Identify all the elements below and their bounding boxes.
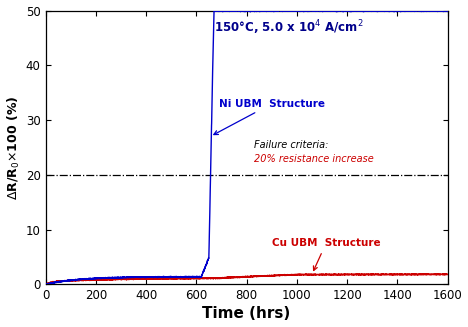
Y-axis label: $\Delta$R/R$_0$$\times$100 (%): $\Delta$R/R$_0$$\times$100 (%) bbox=[6, 95, 22, 200]
Text: Failure criteria:: Failure criteria: bbox=[254, 140, 329, 150]
Text: 20% resistance increase: 20% resistance increase bbox=[254, 154, 374, 164]
Text: Ni UBM  Structure: Ni UBM Structure bbox=[214, 99, 325, 135]
Text: Cu UBM  Structure: Cu UBM Structure bbox=[272, 238, 380, 270]
X-axis label: Time (hrs): Time (hrs) bbox=[203, 306, 291, 321]
Text: 150°C, 5.0 x 10$^4$ A/cm$^2$: 150°C, 5.0 x 10$^4$ A/cm$^2$ bbox=[214, 19, 364, 37]
